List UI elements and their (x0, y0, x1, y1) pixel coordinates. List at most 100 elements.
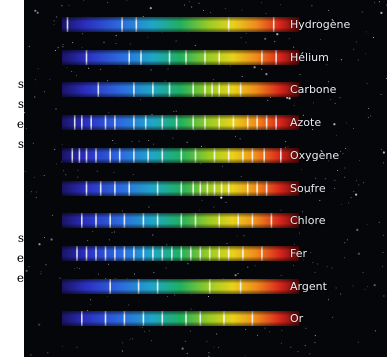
star (230, 65, 232, 67)
star (280, 275, 282, 277)
star (285, 141, 287, 143)
star (40, 270, 42, 272)
star (288, 38, 290, 40)
star (225, 202, 227, 203)
star (315, 177, 317, 179)
star (55, 108, 57, 110)
star (148, 140, 150, 141)
star (285, 146, 286, 148)
star (107, 2, 109, 4)
star (30, 354, 32, 356)
star (126, 0, 128, 1)
star (276, 33, 279, 36)
side-text-fragment: e (16, 117, 24, 131)
star (113, 231, 115, 233)
star (305, 192, 307, 194)
star (206, 341, 208, 343)
star (383, 234, 384, 236)
star (240, 37, 242, 39)
star (304, 345, 306, 347)
star (174, 294, 176, 296)
star (335, 134, 337, 136)
star (72, 42, 74, 44)
star (309, 353, 311, 355)
star (254, 265, 256, 267)
star (344, 167, 346, 169)
side-text-fragment: e (16, 251, 24, 265)
star (34, 176, 35, 178)
star (191, 293, 193, 295)
spectrum-band (62, 17, 299, 32)
star (44, 237, 45, 238)
star (134, 273, 136, 275)
star (239, 138, 241, 140)
star (290, 346, 292, 348)
star (198, 2, 200, 4)
star (55, 50, 57, 51)
star (31, 191, 33, 193)
star (108, 263, 109, 265)
star (82, 33, 84, 35)
star (194, 129, 196, 131)
star (52, 214, 53, 216)
star (108, 112, 110, 114)
spectrum-svg (62, 278, 299, 294)
star (274, 41, 276, 43)
star (25, 269, 28, 272)
star (172, 137, 174, 139)
star (100, 68, 102, 70)
star (186, 352, 188, 354)
star (334, 187, 336, 189)
star (216, 333, 218, 335)
star (115, 43, 117, 44)
star (372, 36, 374, 38)
element-label: Chlore (290, 214, 326, 228)
star (62, 44, 64, 45)
spectrum-shading (62, 147, 299, 163)
star (358, 184, 360, 186)
star (98, 273, 100, 275)
star (34, 79, 36, 81)
star (324, 178, 326, 180)
star (355, 193, 358, 196)
star (344, 242, 346, 244)
spectrum-band (62, 82, 299, 98)
star (152, 234, 154, 236)
star (210, 12, 212, 14)
star (186, 141, 188, 143)
star (314, 335, 316, 337)
star (173, 111, 175, 112)
star (122, 342, 124, 344)
star (139, 326, 141, 328)
star (66, 67, 68, 69)
star (357, 59, 359, 61)
star (237, 273, 239, 275)
star (129, 43, 131, 45)
star (63, 170, 65, 172)
star (234, 135, 236, 137)
element-label: Soufre (290, 181, 326, 195)
star (62, 346, 63, 347)
star (345, 147, 347, 149)
star (311, 224, 313, 226)
star (302, 259, 304, 261)
star (264, 37, 267, 40)
star (243, 235, 245, 237)
star (198, 209, 200, 211)
star (88, 67, 90, 69)
star (32, 142, 34, 144)
star (24, 112, 26, 114)
star (28, 266, 30, 268)
spectrum-band (62, 278, 299, 294)
spectrum-shading (62, 311, 299, 327)
spectrum-shading (62, 213, 299, 229)
star (382, 151, 385, 154)
spectrum-band (62, 115, 299, 131)
star (378, 221, 380, 223)
spectrum-shading (62, 115, 299, 131)
star (89, 303, 91, 305)
star (288, 97, 291, 100)
side-text-fragment: s (17, 137, 24, 151)
side-text-fragment: s (17, 77, 24, 91)
star (299, 232, 300, 234)
